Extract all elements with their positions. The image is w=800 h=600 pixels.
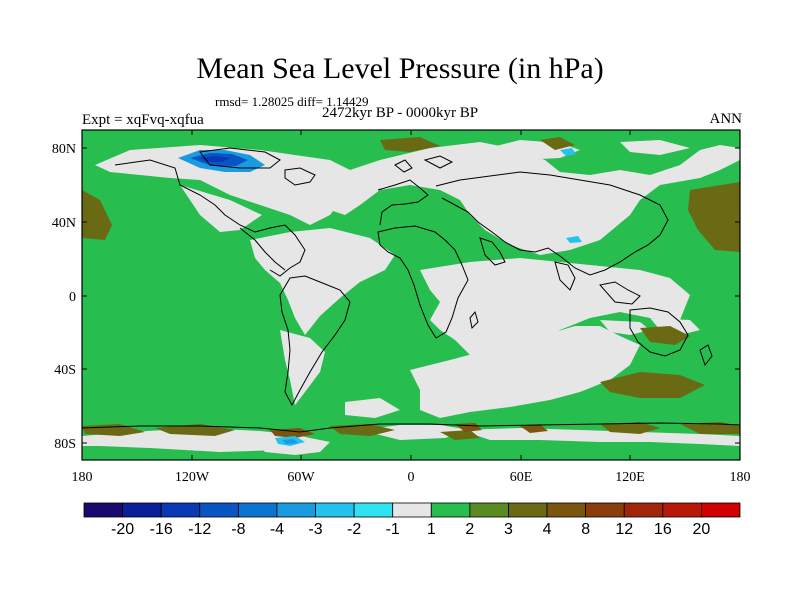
colorbar-swatch — [585, 502, 625, 518]
lon-label-60w: 60W — [287, 470, 315, 485]
colorbar-label: 2 — [465, 521, 474, 538]
stats-line: rmsd= 1.28025 diff= 1.14429 — [215, 94, 369, 109]
colorbar-swatch — [83, 502, 123, 518]
colorbar: -20 -16 -12 -8 -4 -3 -2 -1 1 2 3 4 8 12 16 20 — [83, 502, 741, 538]
colorbar-label: 20 — [693, 521, 711, 538]
colorbar-swatch — [430, 502, 471, 518]
colorbar-swatch — [199, 502, 239, 518]
lon-label-60e: 60E — [510, 470, 533, 485]
colorbar-swatch — [662, 502, 702, 518]
lat-label-80s: 80S — [54, 437, 76, 452]
colorbar-swatch — [392, 502, 432, 518]
colorbar-label: -20 — [111, 521, 134, 538]
period-label: 2472kyr BP - 0000kyr BP — [322, 105, 479, 121]
colorbar-swatch — [353, 502, 394, 518]
colorbar-label: 1 — [427, 521, 436, 538]
colorbar-swatch — [546, 502, 587, 518]
colorbar-swatch — [315, 502, 355, 518]
colorbar-label: 8 — [581, 521, 590, 538]
chart-title: Mean Sea Level Pressure (in hPa) — [196, 52, 604, 85]
colorbar-swatch — [122, 502, 162, 518]
colorbar-label: -12 — [188, 521, 211, 538]
experiment-label: Expt = xqFvq-xqfua — [82, 112, 204, 128]
season-label: ANN — [709, 111, 743, 127]
lon-label-180w: 180 — [72, 470, 93, 485]
colorbar-label: 4 — [543, 521, 552, 538]
colorbar-swatch — [623, 502, 664, 518]
colorbar-swatch — [508, 502, 548, 518]
colorbar-label: 16 — [654, 521, 672, 538]
lat-axis: 80N 40N 0 40S 80S — [52, 142, 740, 452]
lon-label-120w: 120W — [175, 470, 210, 485]
lat-label-40n: 40N — [52, 216, 76, 231]
lon-label-0: 0 — [408, 470, 415, 485]
lon-axis: 180 120W 60W 0 60E 120E 180 — [72, 130, 751, 485]
lon-label-120e: 120E — [615, 470, 645, 485]
colorbar-swatch — [469, 502, 509, 518]
lat-label-80n: 80N — [52, 142, 76, 157]
strong-positive-regions — [270, 423, 548, 438]
lon-label-180e: 180 — [730, 470, 751, 485]
lat-label-40s: 40S — [54, 363, 76, 378]
colorbar-label: -3 — [308, 521, 322, 538]
colorbar-label: -4 — [270, 521, 284, 538]
colorbar-swatch — [237, 502, 278, 518]
colorbar-swatch — [701, 502, 741, 518]
colorbar-label: -16 — [150, 521, 173, 538]
pressure-field — [82, 130, 740, 460]
colorbar-label: -8 — [231, 521, 245, 538]
lat-label-0: 0 — [69, 290, 76, 305]
colorbar-label: 12 — [615, 521, 633, 538]
coastlines — [82, 147, 740, 433]
colorbar-label: -1 — [386, 521, 400, 538]
colorbar-label: -2 — [347, 521, 361, 538]
colorbar-swatch — [160, 502, 201, 518]
negative-anomaly-regions — [178, 148, 582, 446]
colorbar-label: 3 — [504, 521, 513, 538]
colorbar-swatch — [276, 502, 316, 518]
